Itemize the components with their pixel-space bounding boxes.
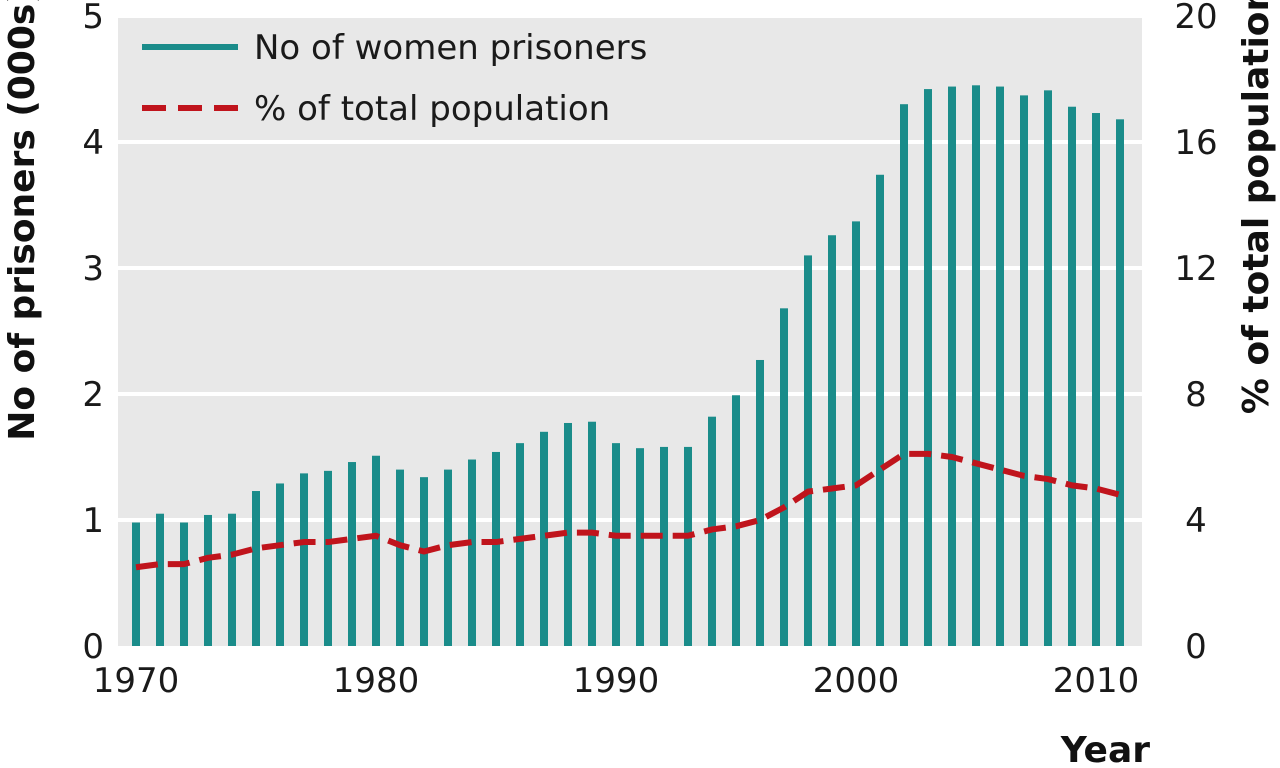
y2-tick-label-8: 8 (1185, 375, 1207, 415)
y2-tick-label-4: 4 (1185, 501, 1207, 541)
bar-1976 (276, 483, 284, 646)
y-tick-label-2: 2 (82, 375, 104, 415)
legend-label-women-prisoners: No of women prisoners (254, 28, 647, 68)
y-axis-title: No of prisoners (000s) (2, 0, 43, 441)
x-tick-label-2010: 2010 (1053, 661, 1140, 701)
y2-tick-label-20: 20 (1174, 0, 1217, 37)
line-percent-population (135, 450, 1121, 571)
x-axis-title: Year (1060, 730, 1150, 768)
bar-1971 (156, 513, 164, 646)
bar-2008 (1044, 90, 1052, 647)
bar-1984 (468, 459, 476, 646)
x-tick-label-1970: 1970 (93, 661, 180, 701)
bar-2010 (1092, 113, 1100, 646)
bar-1995 (732, 395, 740, 646)
y-tick-label-0: 0 (82, 627, 104, 667)
line-series (135, 450, 1121, 571)
x-tick-label-2000: 2000 (813, 661, 900, 701)
y2-tick-label-12: 12 (1174, 249, 1217, 289)
y-tick-label-1: 1 (82, 501, 104, 541)
bar-1980 (372, 455, 380, 646)
x-tick-label-1980: 1980 (333, 661, 420, 701)
bar-1992 (660, 446, 668, 646)
bar-1991 (636, 448, 644, 646)
legend-label-percent-population: % of total population (254, 89, 610, 129)
bar-series (132, 85, 1124, 647)
bar-1979 (348, 462, 356, 646)
bar-1997 (780, 308, 788, 646)
bar-1993 (684, 446, 692, 646)
y2-axis-title: % of total population (1236, 0, 1277, 414)
legend: No of women prisoners % of total populat… (142, 28, 647, 129)
y-tick-label-4: 4 (82, 123, 104, 163)
y2-tick-label-0: 0 (1185, 627, 1207, 667)
bar-1978 (324, 470, 332, 646)
bar-2009 (1068, 106, 1076, 647)
bar-2000 (852, 221, 860, 646)
bar-1973 (204, 514, 212, 646)
bar-1982 (420, 477, 428, 646)
y2-tick-label-16: 16 (1174, 123, 1217, 163)
bar-1986 (516, 443, 524, 646)
bar-1987 (540, 431, 548, 646)
bar-1996 (756, 359, 764, 646)
bar-2002 (900, 104, 908, 646)
bar-1990 (612, 443, 620, 646)
bar-1975 (252, 491, 260, 646)
y-tick-label-5: 5 (82, 0, 104, 37)
bar-1972 (180, 522, 188, 646)
x-tick-label-1990: 1990 (573, 661, 660, 701)
bar-1970 (132, 522, 140, 646)
bar-1988 (564, 422, 572, 646)
bar-2011 (1116, 119, 1124, 646)
bar-1977 (300, 473, 308, 646)
bar-2006 (996, 86, 1004, 646)
grid-lines (118, 14, 1142, 522)
y-tick-label-3: 3 (82, 249, 104, 289)
bar-2005 (972, 85, 980, 647)
bar-2003 (924, 89, 932, 646)
bar-1985 (492, 451, 500, 646)
bar-1981 (396, 469, 404, 646)
bar-1983 (444, 469, 452, 646)
plot-background (118, 16, 1142, 646)
bar-2001 (876, 174, 884, 646)
bar-1998 (804, 255, 812, 646)
bar-2007 (1020, 95, 1028, 646)
bar-2004 (948, 86, 956, 646)
bar-1974 (228, 513, 236, 646)
bar-1999 (828, 235, 836, 647)
